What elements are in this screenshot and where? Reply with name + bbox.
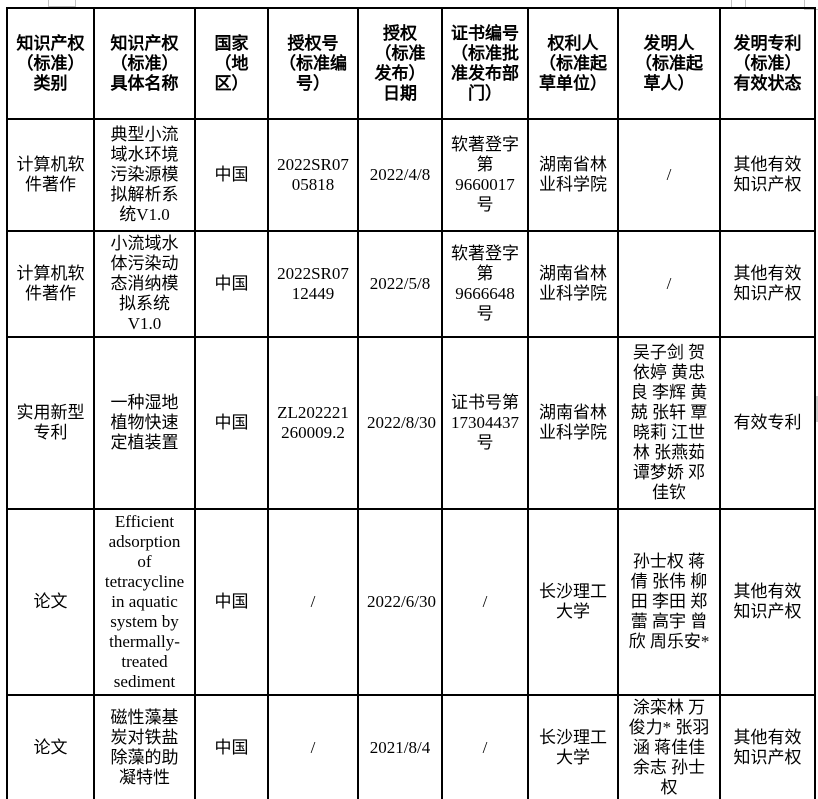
cell-grant-number: 2022SR0705818 — [267, 118, 359, 232]
table-row: 论文 磁性藻基炭对铁盐除藻的助凝特性 中国 / 2021/8/4 / 长沙理工大… — [6, 694, 816, 799]
header-ip-category: 知识产权（标准）类别 — [6, 7, 95, 120]
table-row: 论文 Efficient adsorption of tetracycline … — [6, 508, 816, 696]
cropped-edge-artifact — [814, 396, 818, 422]
cropped-cell-artifact — [48, 0, 76, 7]
cell-rights-holder: 长沙理工大学 — [527, 508, 619, 696]
cell-grant-date: 2022/8/30 — [357, 336, 443, 510]
cell-inventors: / — [617, 230, 721, 338]
cell-certificate-number: 软著登字第9666648号 — [441, 230, 529, 338]
cell-ip-name: Efficient adsorption of tetracycline in … — [93, 508, 196, 696]
header-row: 知识产权（标准）类别 知识产权（标准）具体名称 国家（地区） 授权号（标准编号）… — [6, 7, 816, 120]
cell-ip-category: 实用新型专利 — [6, 336, 95, 510]
cell-grant-date: 2021/8/4 — [357, 694, 443, 799]
cell-ip-category: 计算机软件著作 — [6, 118, 95, 232]
cell-validity-status: 其他有效知识产权 — [719, 508, 816, 696]
cell-country: 中国 — [194, 508, 269, 696]
cell-grant-number: / — [267, 508, 359, 696]
cell-rights-holder: 长沙理工大学 — [527, 694, 619, 799]
cell-ip-name: 小流域水体污染动态消纳模拟系统 V1.0 — [93, 230, 196, 338]
cell-country: 中国 — [194, 336, 269, 510]
cell-validity-status: 其他有效知识产权 — [719, 230, 816, 338]
cell-country: 中国 — [194, 118, 269, 232]
cell-ip-category: 论文 — [6, 694, 95, 799]
cell-validity-status: 有效专利 — [719, 336, 816, 510]
cell-inventors: 涂栾林 万俊力* 张羽涵 蒋佳佳 余志 孙士权 — [617, 694, 721, 799]
cell-grant-date: 2022/6/30 — [357, 508, 443, 696]
cell-rights-holder: 湖南省林业科学院 — [527, 118, 619, 232]
header-ip-name: 知识产权（标准）具体名称 — [93, 7, 196, 120]
header-inventors: 发明人（标准起草人） — [617, 7, 721, 120]
cell-ip-category: 计算机软件著作 — [6, 230, 95, 338]
cell-country: 中国 — [194, 230, 269, 338]
cell-ip-name: 典型小流域水环境污染源模拟解析系统V1.0 — [93, 118, 196, 232]
cell-grant-number: ZL202221260009.2 — [267, 336, 359, 510]
header-grant-date: 授权（标准发布）日期 — [357, 7, 443, 120]
cell-inventors: 吴子剑 贺依婷 黄忠良 李辉 黄兢 张轩 覃晓莉 江世林 张燕茹 谭梦娇 邓佳钦 — [617, 336, 721, 510]
cell-country: 中国 — [194, 694, 269, 799]
cell-ip-name: 磁性藻基炭对铁盐除藻的助凝特性 — [93, 694, 196, 799]
cell-ip-category: 论文 — [6, 508, 95, 696]
cell-grant-date: 2022/4/8 — [357, 118, 443, 232]
header-grant-number: 授权号（标准编号） — [267, 7, 359, 120]
cell-validity-status: 其他有效知识产权 — [719, 118, 816, 232]
table-row: 实用新型专利 一种湿地植物快速定植装置 中国 ZL202221260009.2 … — [6, 336, 816, 510]
cell-inventors: 孙士权 蒋倩 张伟 柳田 李田 郑蕾 高宇 曾欣 周乐安* — [617, 508, 721, 696]
ip-rights-table: 知识产权（标准）类别 知识产权（标准）具体名称 国家（地区） 授权号（标准编号）… — [6, 7, 816, 799]
header-validity-status: 发明专利（标准）有效状态 — [719, 7, 816, 120]
cell-rights-holder: 湖南省林业科学院 — [527, 336, 619, 510]
table-row: 计算机软件著作 小流域水体污染动态消纳模拟系统 V1.0 中国 2022SR07… — [6, 230, 816, 338]
cell-grant-number: 2022SR0712449 — [267, 230, 359, 338]
header-certificate-number: 证书编号（标准批准发布部门） — [441, 7, 529, 120]
cell-rights-holder: 湖南省林业科学院 — [527, 230, 619, 338]
header-country: 国家（地区） — [194, 7, 269, 120]
cell-certificate-number: / — [441, 694, 529, 799]
header-rights-holder: 权利人（标准起草单位） — [527, 7, 619, 120]
table-row: 计算机软件著作 典型小流域水环境污染源模拟解析系统V1.0 中国 2022SR0… — [6, 118, 816, 232]
cell-certificate-number: 软著登字第9660017号 — [441, 118, 529, 232]
cell-certificate-number: 证书号第17304437号 — [441, 336, 529, 510]
cell-certificate-number: / — [441, 508, 529, 696]
cell-grant-number: / — [267, 694, 359, 799]
cell-validity-status: 其他有效知识产权 — [719, 694, 816, 799]
cell-inventors: / — [617, 118, 721, 232]
cell-grant-date: 2022/5/8 — [357, 230, 443, 338]
cell-ip-name: 一种湿地植物快速定植装置 — [93, 336, 196, 510]
